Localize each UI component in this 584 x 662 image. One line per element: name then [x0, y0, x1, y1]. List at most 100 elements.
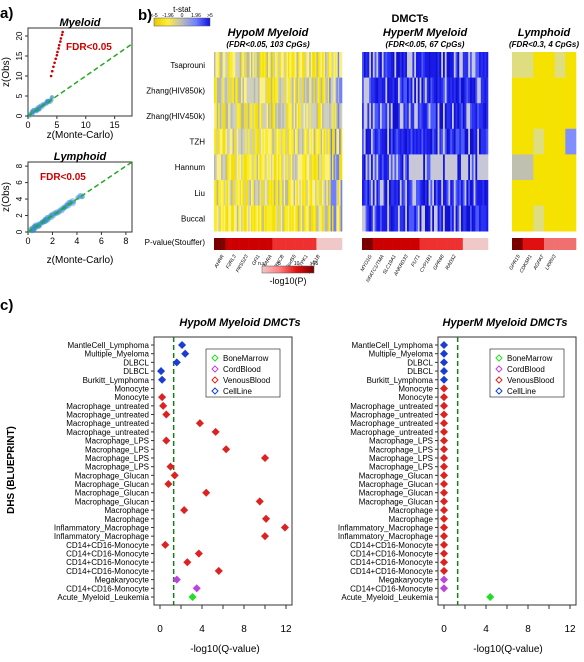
heatmap-cell	[387, 77, 390, 104]
heatmap-cell	[239, 128, 242, 155]
heatmap-cell	[396, 52, 399, 78]
colorkey-tick-label: 0	[181, 13, 184, 19]
heatmap-cell	[363, 128, 366, 155]
dmct-legend-label: CordBlood	[507, 365, 545, 374]
heatmap-cell	[305, 154, 307, 181]
heatmap-cell	[276, 103, 279, 130]
heatmap-cell	[479, 52, 482, 78]
heatmap-cell	[416, 154, 419, 181]
pvalue-cell	[302, 238, 304, 250]
heatmap-cell	[287, 52, 290, 78]
heatmap-cell	[443, 128, 446, 155]
heatmap-cell	[228, 180, 230, 206]
dmct-point	[439, 471, 449, 480]
heatmap-cell	[326, 77, 329, 104]
dmct-point	[439, 349, 449, 358]
heatmap-cell	[462, 180, 465, 206]
heatmap-cell	[385, 77, 388, 104]
heatmap-cell	[236, 77, 239, 104]
heatmap-cell	[363, 103, 366, 130]
heatmap-cell	[245, 180, 248, 206]
heatmap-cell	[312, 52, 314, 78]
heatmap-cell	[408, 205, 411, 232]
heatmap-cell	[455, 103, 458, 130]
heatmap-cell	[299, 103, 302, 130]
heatmap-cell	[279, 154, 282, 181]
heatmap-cell	[259, 154, 262, 181]
heatmap-cell	[434, 205, 437, 232]
heatmap-cell	[305, 52, 307, 78]
heatmap-cell	[544, 205, 555, 232]
heatmap-cell	[522, 128, 534, 155]
heatmap-cell	[286, 205, 289, 232]
heatmap-cell	[533, 52, 545, 78]
heatmap-cell	[221, 205, 223, 232]
heatmap-cell	[272, 128, 275, 155]
heatmap-cell	[228, 154, 230, 181]
heatmap-cell	[394, 77, 397, 104]
heatmap-cell	[241, 77, 243, 104]
heatmap-cell	[372, 128, 375, 155]
heatmap-cell	[309, 77, 312, 104]
heatmap-cell	[223, 103, 226, 130]
pvalue-cell	[239, 238, 242, 250]
pvalue-cell	[484, 238, 487, 250]
heatmap-cell	[426, 205, 429, 232]
heatmap-cell	[255, 180, 257, 206]
heatmap-cell	[246, 205, 249, 232]
heatmap-cell	[269, 154, 272, 181]
heatmap-cell	[280, 103, 283, 130]
heatmap-cell	[371, 180, 374, 206]
heatmap-cell	[248, 205, 250, 232]
pvalue-cell	[253, 238, 256, 250]
heatmap-cell	[390, 180, 393, 206]
colorkey-tick-label: 1.96	[191, 13, 201, 19]
heatmap-cell	[408, 103, 411, 130]
dmct-point	[181, 349, 190, 358]
pvalue-cell	[320, 238, 323, 250]
heatmap-cell	[444, 128, 447, 155]
heatmap-cell	[374, 154, 377, 181]
dmct-point	[439, 558, 449, 567]
pvalue-cell	[340, 238, 343, 250]
dmct-point	[172, 358, 181, 367]
myeloid-x-tick-label: 0	[25, 120, 30, 130]
heatmap-cell	[365, 52, 368, 78]
pvalue-cell	[242, 238, 245, 250]
heatmap-cell	[466, 128, 469, 155]
heatmap-cell	[293, 128, 296, 155]
heatmap-cell	[225, 180, 228, 206]
pvalue-cell	[273, 238, 276, 250]
heatmap-cell	[232, 205, 235, 232]
heatmap-cell	[554, 180, 566, 206]
heatmap-cell	[378, 103, 381, 130]
pvalue-cell	[461, 238, 464, 250]
heatmap-cell	[383, 128, 386, 155]
dmct-y-tick-label: Macrophage_LPS	[369, 463, 433, 472]
pvalue-cell	[412, 238, 415, 250]
heatmap-cell	[437, 205, 440, 232]
dmct-point	[280, 523, 289, 532]
heatmap-cell	[249, 128, 252, 155]
heatmap-cell	[269, 77, 272, 104]
dmct-y-tick-label: CD14+CD16-Monocyte	[350, 550, 433, 559]
heatmap-cell	[292, 77, 294, 104]
dmct-legend-marker	[495, 354, 503, 362]
dmct-point	[183, 558, 192, 567]
heatmap-cell	[279, 52, 282, 78]
heatmap-cell	[369, 180, 372, 206]
heatmap-cell	[392, 180, 395, 206]
heatmap-cell	[334, 205, 337, 232]
heatmap-cell	[265, 77, 267, 104]
heatmap-cell	[235, 154, 238, 181]
dmct-y-tick-label: Macrophage_Glucan	[75, 471, 149, 480]
heatmap-cell	[272, 103, 275, 130]
heatmap-cell	[439, 52, 442, 78]
pvalue-cell	[275, 238, 277, 250]
heatmap-cell	[268, 128, 270, 155]
pvalue-cell	[333, 238, 336, 250]
heatmap-cell	[272, 205, 275, 232]
dmct-point	[439, 506, 449, 515]
heatmap-cell	[330, 154, 333, 181]
heatmap-cell	[222, 205, 225, 232]
